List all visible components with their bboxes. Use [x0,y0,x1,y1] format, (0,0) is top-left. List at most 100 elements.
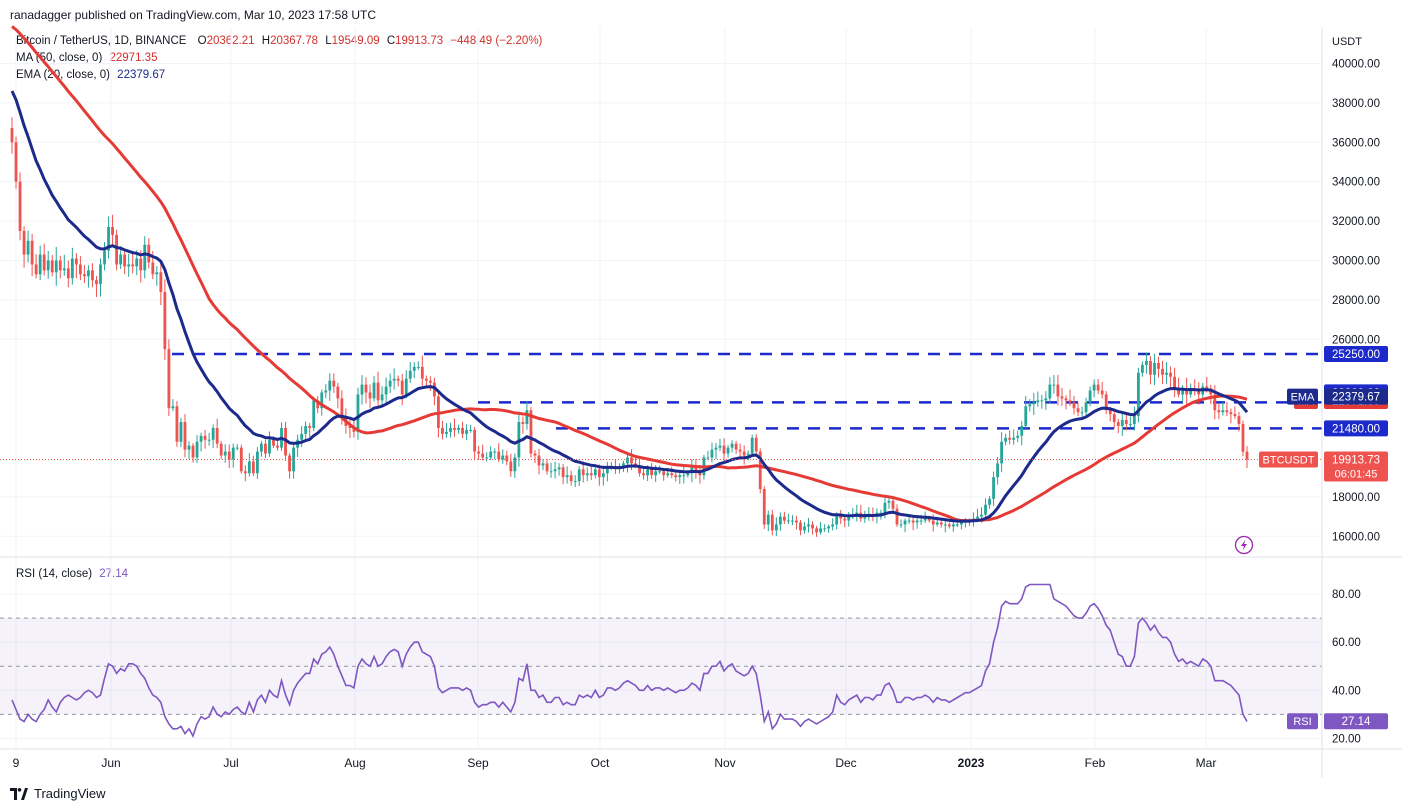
candle [400,373,404,406]
candle [171,399,175,412]
candle [58,255,62,279]
candle [1153,353,1156,386]
candle [368,384,372,408]
tradingview-logo-icon [10,787,28,800]
countdown-badge: 06:01:45 [1335,468,1378,480]
currency-label: USDT [1332,36,1362,48]
candle [1036,391,1040,407]
candle [175,401,179,447]
candle [762,486,766,529]
close-label: C [386,35,396,47]
candle [127,253,131,277]
candle [416,361,420,370]
candle [722,438,726,462]
candle [38,245,42,281]
price-axis[interactable]: 40000.00 38000.00 36000.00 34000.00 32000.00… [1332,58,1380,543]
candle [485,452,489,462]
candle [903,518,907,533]
candle [1237,411,1241,432]
candle [420,355,424,386]
lightning-icon[interactable] [1234,535,1254,555]
symbol-name[interactable]: Bitcoin / TetherUS, 1D, BINANCE [16,35,187,47]
time-axis[interactable]: 9 Jun Jul Aug Sep Oct Nov Dec 2023 Feb Mar [13,756,1217,770]
candle [18,172,22,241]
candle [99,258,102,297]
candle [1044,391,1048,410]
candle [1181,384,1185,403]
candle [1229,408,1233,424]
candle [988,495,991,509]
candle [235,443,239,451]
candle [408,362,412,383]
candle [78,256,82,281]
candle [384,377,388,404]
candle [115,229,119,271]
candle [179,417,183,448]
change-value: −448.49 (−2.20%) [450,35,543,47]
candle [1024,395,1028,429]
candle [766,510,770,532]
symbol-badge: BTCUSDT [1263,454,1315,466]
ema-name-badge: EMA [1291,392,1316,404]
candle [380,386,384,407]
candle [396,375,400,387]
candle [424,375,428,387]
candle [521,416,525,434]
candle [183,414,187,458]
candle [26,230,30,263]
candle [774,517,778,537]
ema-legend[interactable]: EMA (20, close, 0) 22379.67 [16,69,165,81]
candle [996,457,999,485]
price-tick-label: 32000.00 [1332,216,1380,228]
candle [1217,403,1221,420]
candle [1173,367,1176,398]
candle [441,420,444,440]
candle [585,467,589,482]
candle [642,467,645,480]
rsi-tick-label: 40.00 [1332,685,1361,697]
candle [1225,401,1229,417]
candle [843,516,847,528]
candles [10,117,1249,537]
price-tick-label: 18000.00 [1332,492,1380,504]
candle [795,515,798,530]
candle [750,434,754,457]
candle [260,440,263,457]
tradingview-brand: TradingView [34,786,106,801]
time-label: 9 [13,756,20,770]
candle [601,465,605,486]
candle [1012,429,1016,445]
time-label: Mar [1196,756,1217,770]
ema-label: EMA (20, close, 0) [16,69,110,81]
candle [332,373,336,393]
candle [1128,416,1132,428]
candle [545,458,549,475]
candle [984,498,987,517]
candle [1092,379,1096,398]
candle [803,522,806,534]
candle [312,396,316,432]
candle [30,233,34,277]
candle [489,446,493,461]
candle [823,524,827,533]
time-label: 2023 [958,756,985,770]
candle [432,377,436,406]
candle [404,370,408,399]
candle [336,382,340,409]
candle [91,263,94,288]
candle [143,236,147,279]
tradingview-logo[interactable]: TradingView [10,786,106,801]
rsi-axis[interactable]: 80.00 60.00 40.00 20.00 [1332,589,1361,745]
candle [730,440,734,453]
candle [638,459,641,477]
candle [268,431,271,457]
rsi-legend[interactable]: RSI (14, close) 27.14 [16,568,128,580]
candle [1056,374,1060,406]
candle [911,517,915,531]
candle [288,453,291,479]
candle [694,459,698,479]
candle [742,445,746,465]
candle [501,449,505,464]
rsi-tick-label: 80.00 [1332,589,1361,601]
